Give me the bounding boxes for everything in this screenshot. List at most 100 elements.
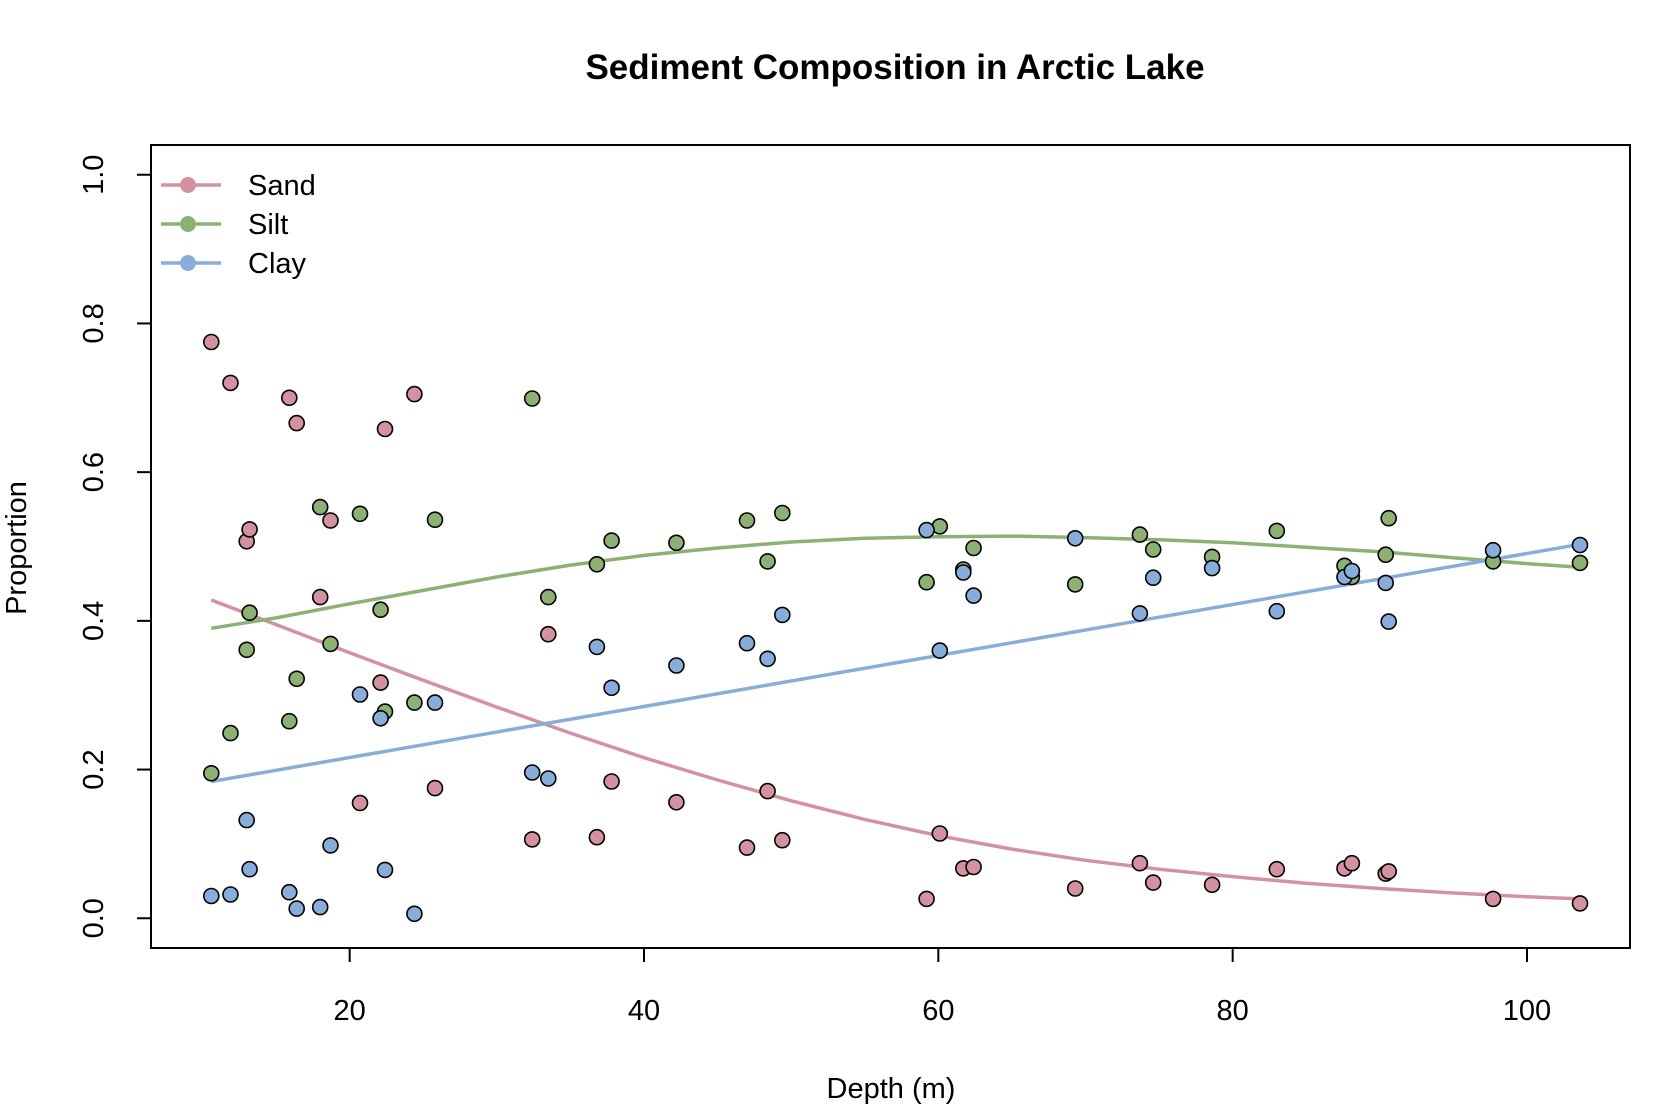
data-point-clay [965, 587, 982, 604]
x-axis-label: Depth (m) [827, 1073, 956, 1105]
legend-marker-clay [180, 255, 196, 271]
data-point-clay [738, 634, 756, 652]
data-point-silt [238, 641, 255, 659]
y-tick-label: 0.0 [78, 898, 110, 938]
data-point-sand [1144, 874, 1162, 891]
data-point-silt [1131, 526, 1149, 543]
data-point-sand [588, 828, 606, 846]
data-point-silt [203, 764, 220, 782]
data-point-sand [222, 374, 239, 392]
data-point-clay [931, 642, 949, 659]
data-point-clay [954, 564, 972, 581]
data-point-silt [1144, 541, 1162, 558]
data-point-clay [1377, 574, 1394, 592]
data-point-silt [668, 534, 685, 552]
data-point-silt [222, 724, 239, 742]
data-point-clay [1343, 562, 1361, 580]
data-point-sand [280, 389, 298, 407]
chart-title: Sediment Composition in Arctic Lake [585, 48, 1204, 87]
y-axis: 0.0 0.2 0.4 0.6 0.8 1.0 [78, 155, 152, 938]
data-point-silt [351, 505, 369, 523]
data-point-silt [1571, 554, 1589, 572]
data-point-silt [539, 588, 557, 606]
y-tick-label: 0.4 [78, 601, 110, 641]
x-tick-label: 40 [628, 995, 660, 1027]
x-tick-label: 100 [1503, 995, 1551, 1027]
data-point-sand [372, 674, 389, 691]
data-point-sand [1066, 880, 1084, 897]
data-point-clay [523, 764, 541, 781]
data-point-sand [738, 839, 756, 856]
legend-label-sand: Sand [248, 170, 316, 202]
y-axis-label: Proportion [1, 481, 33, 615]
data-point-sand [1380, 863, 1397, 880]
data-point-sand [773, 831, 791, 849]
data-point-sand [288, 414, 306, 432]
data-point-clay [1131, 605, 1149, 622]
data-point-clay [203, 887, 220, 905]
data-point-sand [965, 858, 982, 876]
data-point-sand [1203, 876, 1221, 894]
plot-frame [150, 144, 1631, 949]
trend-line-clay [211, 542, 1581, 784]
data-point-sand [241, 521, 258, 538]
data-point-silt [918, 573, 935, 591]
data-point-clay [372, 709, 389, 727]
data-point-silt [426, 511, 444, 529]
data-point-clay [588, 638, 606, 656]
data-point-silt [406, 694, 423, 711]
data-point-sand [759, 782, 776, 800]
data-point-silt [523, 390, 541, 407]
data-point-clay [603, 679, 620, 697]
data-point-sand [931, 825, 949, 842]
data-point-clay [241, 860, 258, 878]
data-point-silt [1380, 509, 1397, 527]
data-point-sand [539, 625, 557, 643]
x-axis: 20 40 60 80 100 [334, 947, 1551, 1027]
data-point-sand [603, 773, 620, 790]
data-point-clay [1066, 529, 1084, 547]
data-point-sand [1343, 854, 1361, 872]
data-point-clay [1268, 602, 1286, 620]
data-point-clay [311, 898, 329, 916]
data-point-clay [1484, 541, 1502, 559]
data-point-clay [1203, 559, 1221, 577]
data-point-clay [668, 657, 685, 674]
x-tick-label: 80 [1217, 995, 1249, 1027]
data-point-clay [426, 694, 444, 711]
data-point-silt [280, 712, 298, 730]
legend: Sand Silt Clay [161, 170, 316, 280]
data-point-sand [311, 588, 329, 606]
data-point-sand [918, 890, 935, 908]
trend-line-silt [211, 534, 1581, 631]
data-point-clay [539, 770, 557, 787]
data-point-clay [759, 650, 776, 668]
data-point-sand [426, 779, 444, 797]
data-point-sand [406, 385, 423, 403]
data-point-sand [203, 333, 220, 351]
data-point-clay [1380, 613, 1397, 630]
data-point-clay [288, 900, 306, 917]
data-point-clay [280, 883, 298, 901]
legend-label-clay: Clay [248, 248, 307, 280]
data-point-silt [241, 604, 258, 622]
data-point-sand [1268, 860, 1286, 878]
y-tick-label: 0.8 [78, 303, 110, 343]
trend-lines [210, 534, 1581, 901]
data-point-sand [1131, 854, 1149, 872]
data-points [203, 333, 1589, 923]
data-point-silt [288, 670, 306, 688]
data-point-sand [668, 793, 685, 811]
legend-marker-silt [180, 216, 196, 232]
data-point-clay [918, 521, 935, 539]
data-point-silt [588, 555, 606, 573]
y-tick-label: 0.2 [78, 749, 110, 789]
y-tick-label: 0.6 [78, 452, 110, 492]
data-point-sand [351, 794, 369, 812]
data-point-silt [1377, 546, 1394, 564]
data-point-clay [351, 686, 369, 703]
legend-label-silt: Silt [248, 209, 288, 241]
data-point-silt [1066, 576, 1084, 593]
data-point-silt [759, 553, 776, 570]
